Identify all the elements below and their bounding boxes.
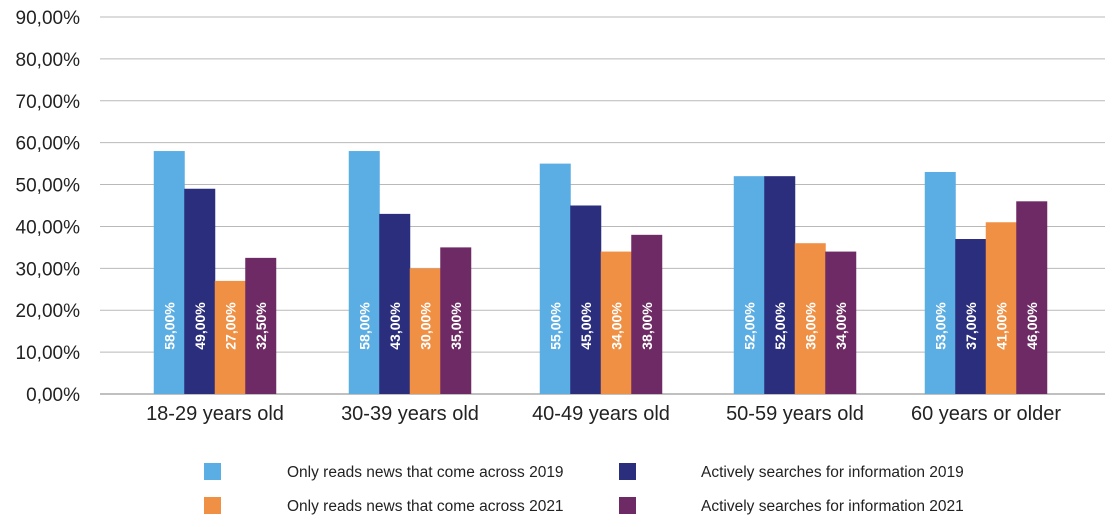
data-label: 37,00% [963,302,979,350]
y-tick-label: 20,00% [16,301,81,322]
bar [440,247,472,394]
bar [631,234,663,394]
y-tick-label: 80,00% [16,50,81,71]
bar [570,205,602,394]
x-axis-categories: 18-29 years old 30-39 years old 40-49 year… [146,403,1061,425]
data-label: 32,50% [253,302,269,350]
y-tick-label: 40,00% [16,217,81,238]
y-tick-label: 30,00% [16,259,81,280]
data-label: 41,00% [993,302,1009,350]
data-label: 58,00% [161,302,177,350]
bars [153,151,1048,394]
data-label: 43,00% [387,302,403,350]
x-category-label: 30-39 years old [341,403,479,425]
data-label: 35,00% [448,302,464,350]
legend: Only reads news that come across 2019 Act… [204,463,964,515]
x-category-label: 18-29 years old [146,403,284,425]
bar [985,222,1017,394]
bar [214,280,246,394]
legend-swatch [204,497,221,514]
bar [955,239,987,394]
y-tick-label: 70,00% [16,92,81,113]
bar [924,171,956,394]
data-label: 30,00% [417,302,433,350]
data-label: 45,00% [578,302,594,350]
data-label: 36,00% [802,302,818,350]
y-tick-label: 10,00% [16,343,81,364]
data-label: 58,00% [356,302,372,350]
bar [379,213,411,394]
legend-label: Only reads news that come across 2021 [287,498,564,515]
y-axis-ticks: 0,00% 10,00% 20,00% 30,00% 40,00% 50,00% 60,00… [16,8,81,406]
data-labels: 58,00% 58,00% 55,00% 52,00% 53,00% 49,00% 43,0… [161,302,1040,350]
legend-swatch [619,497,636,514]
legend-label: Only reads news that come across 2019 [287,464,564,481]
legend-swatch [619,463,636,480]
x-category-label: 60 years or older [911,403,1061,425]
bar [1016,201,1048,394]
data-label: 49,00% [192,302,208,350]
bar [539,163,571,394]
data-label: 53,00% [932,302,948,350]
legend-label: Actively searches for information 2021 [701,498,964,515]
data-label: 52,00% [741,302,757,350]
bar [600,251,632,394]
legend-swatch [204,463,221,480]
bar [764,176,796,394]
data-label: 34,00% [833,302,849,350]
data-label: 38,00% [639,302,655,350]
bar [733,176,765,394]
bar [794,243,826,394]
bar [245,257,277,394]
data-label: 52,00% [772,302,788,350]
data-label: 55,00% [547,302,563,350]
y-tick-label: 90,00% [16,8,81,29]
data-label: 46,00% [1024,302,1040,350]
data-label: 27,00% [222,302,238,350]
y-tick-label: 50,00% [16,176,81,197]
legend-label: Actively searches for information 2019 [701,464,964,481]
bar [825,251,857,394]
bar [409,268,441,394]
y-tick-label: 60,00% [16,134,81,155]
bar [184,188,216,394]
data-label: 34,00% [608,302,624,350]
bar [153,151,185,394]
bar [348,151,380,394]
x-category-label: 50-59 years old [726,403,864,425]
x-category-label: 40-49 years old [532,403,670,425]
y-tick-label: 0,00% [26,385,80,406]
